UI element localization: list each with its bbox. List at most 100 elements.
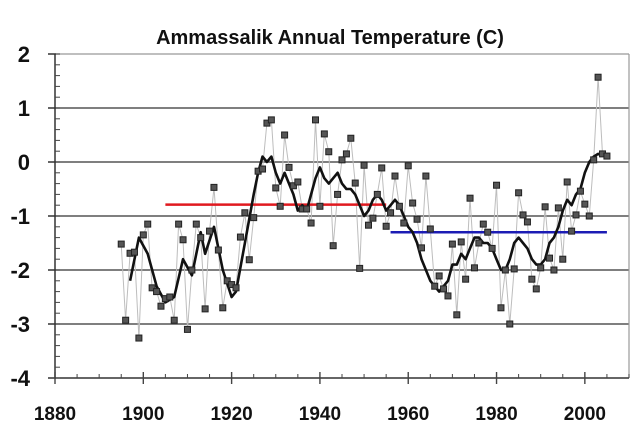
data-point <box>382 222 390 230</box>
y-tick-label: -1 <box>10 204 30 229</box>
data-point <box>462 275 470 283</box>
data-point <box>206 227 214 235</box>
smoothed-line <box>128 152 603 304</box>
data-point <box>241 209 249 217</box>
data-point <box>488 244 496 252</box>
annual-line <box>120 77 608 339</box>
data-point <box>590 156 598 164</box>
data-point <box>444 292 452 300</box>
data-point <box>316 202 324 210</box>
data-point <box>572 211 580 219</box>
data-point <box>475 239 483 247</box>
data-point <box>166 293 174 301</box>
x-tick-label: 1940 <box>299 404 341 425</box>
data-point <box>466 194 474 202</box>
data-point <box>594 73 602 81</box>
data-point <box>192 220 200 228</box>
data-point <box>245 256 253 264</box>
data-point <box>404 162 412 170</box>
data-point <box>144 220 152 228</box>
y-tick-label: 2 <box>18 42 30 67</box>
data-point <box>320 130 328 138</box>
x-tick-label: 1920 <box>210 404 252 425</box>
annual-series-markers <box>117 73 611 342</box>
data-point <box>188 266 196 274</box>
data-point <box>157 302 165 310</box>
data-point <box>135 334 143 342</box>
data-point <box>563 178 571 186</box>
data-point <box>250 214 258 222</box>
data-point <box>519 211 527 219</box>
data-point <box>139 231 147 239</box>
data-point <box>179 236 187 244</box>
y-tick-label: -4 <box>10 366 30 391</box>
data-point <box>276 202 284 210</box>
data-point <box>426 225 434 233</box>
data-point <box>387 209 395 217</box>
data-point <box>515 189 523 197</box>
y-tick-label: -2 <box>10 258 30 283</box>
data-point <box>307 219 315 227</box>
y-tick-label: -3 <box>10 312 30 337</box>
x-tick-label: 1980 <box>475 404 517 425</box>
data-point <box>360 161 368 169</box>
data-point <box>395 202 403 210</box>
data-point <box>117 240 125 248</box>
data-point <box>484 228 492 236</box>
smoothed-series-line <box>128 152 603 304</box>
data-point <box>559 255 567 263</box>
data-point <box>585 212 593 220</box>
data-point <box>347 134 355 142</box>
data-point <box>523 218 531 226</box>
data-point <box>325 148 333 156</box>
data-point <box>532 285 540 293</box>
data-point <box>148 284 156 292</box>
data-point <box>183 325 191 333</box>
data-point <box>356 264 364 272</box>
data-point <box>130 248 138 256</box>
annual-series-line <box>120 77 608 339</box>
data-point <box>422 172 430 180</box>
data-point <box>391 172 399 180</box>
y-axis-ticks: 2 1 0 -1 -2 -3 -4 <box>10 42 60 391</box>
data-point <box>510 265 518 273</box>
data-point <box>223 277 231 285</box>
data-point <box>453 311 461 319</box>
data-point <box>568 227 576 235</box>
data-point <box>497 304 505 312</box>
y-tick-label: 0 <box>18 150 30 175</box>
data-point <box>417 244 425 252</box>
data-point <box>550 266 558 274</box>
data-point <box>400 219 408 227</box>
data-point <box>435 272 443 280</box>
data-point <box>201 305 209 313</box>
data-point <box>219 304 227 312</box>
data-point <box>338 156 346 164</box>
data-point <box>431 282 439 290</box>
x-tick-label: 1880 <box>34 404 76 425</box>
x-axis-ticks: 1880 1900 1920 1940 1960 1980 2000 <box>34 372 630 425</box>
data-point <box>541 203 549 211</box>
data-point <box>351 179 359 187</box>
data-point <box>457 238 465 246</box>
data-point <box>448 240 456 248</box>
data-point <box>373 190 381 198</box>
data-point <box>470 264 478 272</box>
data-point <box>312 116 320 124</box>
data-point <box>329 242 337 250</box>
data-point <box>214 246 222 254</box>
x-tick-label: 2000 <box>564 404 606 425</box>
data-point <box>232 284 240 292</box>
data-point <box>501 266 509 274</box>
data-point <box>294 178 302 186</box>
data-point <box>175 220 183 228</box>
data-point <box>170 316 178 324</box>
data-point <box>506 320 514 328</box>
data-point <box>493 181 501 189</box>
data-point <box>236 233 244 241</box>
data-point <box>210 183 218 191</box>
data-point <box>369 214 377 222</box>
data-point <box>413 215 421 223</box>
data-point <box>581 200 589 208</box>
